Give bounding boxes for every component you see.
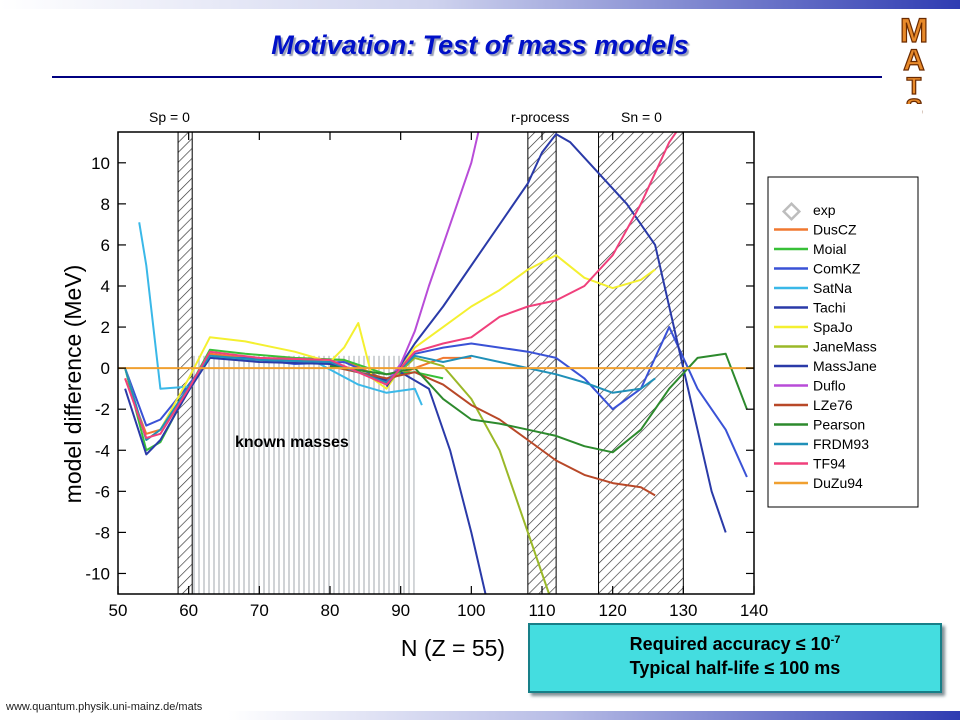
y-tick-label: -10	[85, 564, 110, 583]
legend-label-tf94: TF94	[813, 456, 846, 472]
legend-label-tachi: Tachi	[813, 300, 846, 316]
legend-label-comkz: ComKZ	[813, 261, 861, 277]
callout-leq-symbol: ≤	[795, 634, 806, 654]
series-line-janemass	[385, 356, 551, 594]
known-masses-region	[192, 355, 415, 594]
hatched-region-2	[527, 132, 557, 594]
sn-label: Sn = 0	[621, 109, 662, 125]
legend-marker-exp	[781, 201, 802, 222]
hatched-region-3	[598, 132, 684, 594]
legend-box	[767, 176, 919, 508]
series-line-duflo	[385, 132, 480, 384]
series-lines	[118, 132, 754, 594]
x-tick-label: 70	[250, 601, 269, 620]
y-axis-ticks: -10 -8 -6 -4 -2 0 2 4 6 8 10	[85, 154, 754, 583]
y-tick-label: 10	[91, 154, 110, 173]
legend-label-duscz: DusCZ	[813, 222, 857, 238]
y-tick-label: -6	[95, 482, 110, 501]
bottom-gradient-bar	[228, 711, 960, 720]
top-gradient-bar	[0, 0, 960, 9]
x-tick-label: 120	[598, 601, 626, 620]
callout-leq-symbol-2: ≤	[764, 658, 775, 678]
x-tick-label: 80	[321, 601, 340, 620]
legend-label-duflo: Duflo	[813, 378, 846, 394]
sp-label: Sp = 0	[149, 109, 190, 125]
hatched-region-0	[177, 132, 193, 594]
x-tick-label: 130	[669, 601, 697, 620]
x-tick-label: 110	[528, 601, 555, 620]
y-axis-label: model difference (MeV)	[60, 265, 86, 504]
footer-url: www.quantum.physik.uni-mainz.de/mats	[6, 701, 203, 713]
series-line-massjane	[385, 133, 727, 533]
legend-label-exp: exp	[813, 202, 836, 218]
logo-letter-a: A	[903, 44, 925, 77]
x-axis-label: N (Z = 55)	[401, 635, 505, 661]
callout-accuracy-line: Required accuracy ≤ 10-7	[530, 632, 940, 656]
callout-accuracy-exponent: -7	[830, 634, 841, 646]
y-tick-label: 4	[101, 277, 110, 296]
series-line-tf94	[124, 132, 678, 439]
x-tick-label: 140	[740, 601, 768, 620]
x-tick-label: 50	[109, 601, 128, 620]
x-tick-label: 90	[391, 601, 410, 620]
y-tick-label: 8	[101, 195, 110, 214]
plot-frame	[117, 131, 755, 595]
x-tick-label: 60	[179, 601, 198, 620]
legend: exp DusCZ Moial ComKZ SatNa Tachi SpaJo JaneMas…	[767, 176, 919, 508]
legend-label-massjane: MassJane	[813, 358, 877, 374]
mats-logo: M A T S	[899, 11, 929, 118]
y-tick-label: 2	[101, 318, 110, 337]
series-line-tachi	[124, 356, 487, 594]
callout-accuracy-base: 10	[805, 634, 831, 654]
legend-label-moial: Moial	[813, 241, 846, 257]
title-underline	[52, 76, 882, 78]
known-masses-label: known masses	[235, 434, 349, 451]
callout-accuracy-text: Required accuracy	[629, 634, 796, 654]
legend-label-frdm93: FRDM93	[813, 436, 869, 452]
y-tick-label: -4	[95, 441, 110, 460]
series-line-lze76	[329, 365, 656, 497]
series-line-spajo	[124, 254, 656, 441]
callout-halflife-value: 100 ms	[774, 658, 841, 678]
logo-letter-t: T	[907, 73, 922, 100]
logo-letter-m: M	[900, 12, 928, 50]
legend-label-pearson: Pearson	[813, 417, 865, 433]
legend-label-janemass: JaneMass	[813, 339, 877, 355]
x-tick-label: 100	[457, 601, 485, 620]
mass-model-chart: 50 60 70 80 90 100 110 120 130 140 -10 -8 -6 -4 -2 0 2 4…	[38, 104, 922, 680]
legend-label-duzu94: DuZu94	[813, 475, 863, 491]
legend-label-lze76: LZe76	[813, 397, 853, 413]
legend-label-satna: SatNa	[813, 280, 852, 296]
callout-halflife-line: Typical half-life ≤ 100 ms	[530, 656, 940, 680]
y-tick-label: 0	[101, 359, 110, 378]
shaded-regions	[177, 132, 684, 594]
x-axis-ticks: 50 60 70 80 90 100 110 120 130 140	[109, 132, 768, 620]
legend-items: exp DusCZ Moial ComKZ SatNa Tachi SpaJo JaneMas…	[774, 201, 877, 491]
y-tick-label: -8	[95, 523, 110, 542]
slide-title: Motivation: Test of mass models	[271, 30, 689, 60]
y-tick-label: 6	[101, 236, 110, 255]
callout-halflife-text: Typical half-life	[629, 658, 765, 678]
series-line-frdm93	[124, 354, 656, 441]
requirements-callout: Required accuracy ≤ 10-7 Typical half-li…	[528, 623, 942, 693]
legend-label-spajo: SpaJo	[813, 319, 853, 335]
y-tick-label: -2	[95, 400, 110, 419]
rprocess-label: r-process	[511, 109, 569, 125]
